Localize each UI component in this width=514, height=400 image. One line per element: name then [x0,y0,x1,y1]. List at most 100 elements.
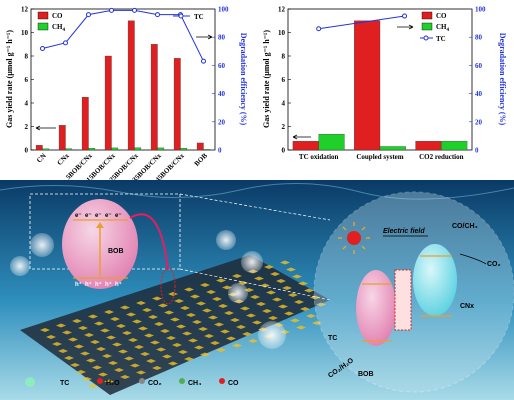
sheet-unit [198,327,208,331]
co2-key-icon [139,378,145,384]
sheet-unit [296,325,306,330]
ch4-molecule-halo [241,251,263,273]
sheet-unit [304,288,314,293]
sheet-unit [168,361,178,366]
tc-point-4 [132,7,137,13]
bar-ch4-1 [379,146,406,151]
sheet-unit [136,301,146,305]
tc-label: TC [328,335,337,342]
co-key-icon [219,378,225,384]
hole-1: h⁺ [85,281,92,288]
sheet-unit [56,323,66,328]
co-ch4-label: CO/CH₄ [452,223,478,230]
legend-swatch-co [37,11,49,20]
hole-0: h⁺ [75,281,82,288]
sheet-unit [126,312,136,317]
bar-co-4 [127,20,135,151]
y-tick-label-4: 8 [282,53,286,61]
interface-region [394,269,412,331]
electron-3: e⁻ [105,213,112,219]
y-axis-title: Gas yield rate (μmol g⁻¹ h⁻¹) [262,30,271,128]
sheet-unit [98,372,108,377]
bar-co-1 [58,125,66,151]
tc-molecule-halo-2 [258,321,286,349]
sheet-unit [40,328,50,332]
sheet-unit [154,322,164,326]
x-tick-label-0: CN [35,152,48,165]
tc-line [318,15,405,30]
y2-tick-label-2: 40 [475,90,483,98]
sheet-unit [312,321,322,325]
bar-ch4-7 [203,149,211,151]
y2-tick-label-2: 40 [218,90,226,98]
mechanism-zoom [313,191,514,393]
sheet-unit [130,363,140,368]
bar-co-1 [354,20,381,151]
sheet-unit [102,354,112,358]
sheet-unit [172,343,182,347]
sheet-unit [208,315,218,320]
mechanism-schematic: BOB e⁻h⁺e⁻h⁺e⁻h⁺e⁻h⁺e⁻h⁺ Electric field … [0,180,514,400]
key-tc: TC [60,380,69,387]
x-tick-label-2: CO2 reduction [419,153,464,161]
sheet-unit [70,363,80,367]
sheet-unit [266,290,276,295]
zoom-lines [179,193,331,301]
sheet-unit [240,306,250,311]
electron-1: e⁻ [85,213,92,219]
chart-system-comparison: 0 2 4 6 8 10 12 0 20 40 60 80 100 TC oxidation Coupl… [262,6,507,162]
tc-molecule-halo [30,233,54,257]
bar-co-7 [196,142,204,151]
arrow-right-axis [397,24,414,30]
sheet-unit [158,303,168,308]
sheet-unit [88,384,98,388]
y2-tick-label-1: 20 [218,118,226,126]
sheet-unit [138,326,148,331]
electron-4: e⁻ [115,213,122,219]
sheet-unit [204,334,214,338]
sheet-unit [178,350,188,354]
sheet-unit [272,297,282,302]
tc-point-3 [109,7,114,13]
co2-label: CO₂ [487,261,501,268]
sheet-unit [86,358,96,363]
sheet-unit [278,304,288,309]
cnx-band [413,244,457,316]
sheet-unit [64,356,74,360]
sheet-unit [62,330,72,335]
sheet-unit [164,310,174,315]
sheet-unit [246,313,256,318]
sheet-unit [106,335,116,340]
sheet-unit [216,348,226,352]
hole-3: h⁺ [105,281,112,288]
bar-ch4-2 [88,148,96,151]
sheet-unit [104,379,114,384]
y-axis-title: Gas yield rate (μmol g⁻¹ h⁻¹) [5,30,14,128]
co2-molecule-halo [10,256,30,276]
sheet-unit [132,319,142,324]
sheet-unit [182,331,192,336]
arrow-left-axis [35,125,56,131]
sheet-unit [248,339,258,343]
tc-line [42,9,204,62]
x-tick-label-0: TC oxidation [299,153,339,161]
sheet-unit [152,296,162,301]
y-tick-label-1: 2 [282,123,286,131]
sheet-unit [230,318,240,322]
sheet-unit [100,328,110,333]
sheet-unit [114,368,124,372]
excitation-arrowhead [96,222,104,228]
y-tick-label-0: 0 [25,147,29,155]
sheet-unit [212,297,222,301]
sheet-unit [242,332,252,336]
sheet-unit [298,281,308,286]
sheet-unit [224,311,234,315]
x-tick-label-1: CNx [56,151,72,167]
light-icon [347,231,361,245]
sheet-unit [82,377,92,381]
sheet-unit [166,336,176,340]
sheet-unit [162,354,172,359]
sheet-unit [300,307,310,311]
y2-tick-label-5: 100 [475,6,486,14]
